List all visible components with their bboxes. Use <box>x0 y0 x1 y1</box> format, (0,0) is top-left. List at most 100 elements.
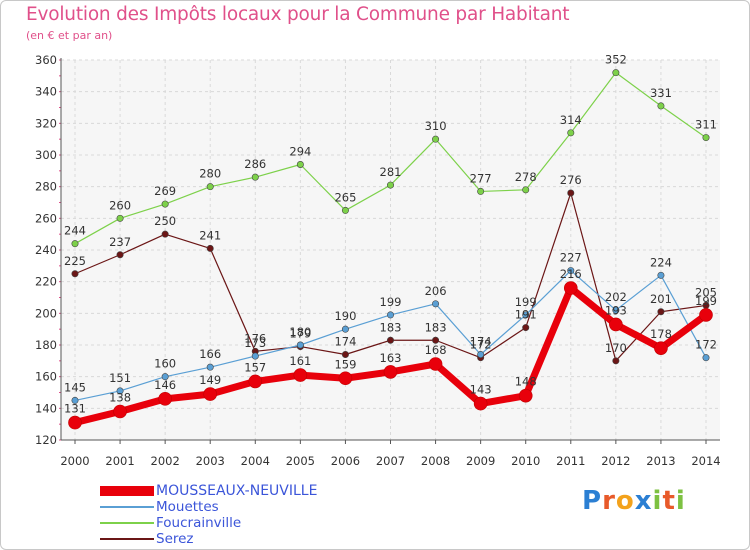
data-point <box>522 324 530 332</box>
data-label: 241 <box>199 228 221 242</box>
legend-swatch-serez <box>100 538 154 540</box>
data-label: 224 <box>650 255 672 269</box>
data-label: 173 <box>244 336 266 350</box>
data-point <box>248 374 263 389</box>
data-label: 280 <box>199 167 221 181</box>
data-point <box>203 387 218 401</box>
data-point <box>341 325 349 333</box>
x-tick-label: 2010 <box>511 454 540 468</box>
data-label: 314 <box>560 113 582 127</box>
data-point <box>432 135 440 143</box>
x-tick-label: 2002 <box>151 454 180 468</box>
y-tick-label: 220 <box>35 275 57 289</box>
y-tick-label: 160 <box>35 370 57 384</box>
data-point <box>612 357 620 365</box>
data-label: 183 <box>380 320 402 334</box>
data-label: 202 <box>605 290 627 304</box>
data-point <box>518 388 533 403</box>
data-point <box>657 102 665 110</box>
data-point <box>116 387 124 395</box>
data-label: 201 <box>650 292 672 306</box>
data-point <box>71 240 79 248</box>
data-label: 216 <box>560 267 582 281</box>
legend-label-mouettes: Mouettes <box>156 499 219 515</box>
legend-swatch-mousseaux <box>100 486 154 496</box>
data-point <box>657 271 665 279</box>
data-point <box>477 350 485 358</box>
data-label: 180 <box>289 325 311 339</box>
data-label: 146 <box>154 378 176 392</box>
x-tick-label: 2011 <box>556 454 585 468</box>
data-label: 179 <box>289 327 311 341</box>
logo-letter: P <box>582 486 603 516</box>
y-tick-label: 340 <box>35 85 57 99</box>
data-point <box>251 173 259 181</box>
data-label: 199 <box>515 295 537 309</box>
data-label: 157 <box>244 360 266 374</box>
data-point <box>161 230 169 238</box>
data-label: 199 <box>380 295 402 309</box>
data-label: 149 <box>199 373 221 387</box>
logo-letter: i <box>652 486 663 516</box>
data-point <box>609 317 623 332</box>
data-point <box>116 214 124 222</box>
x-tick-label: 2009 <box>466 454 495 468</box>
data-label: 286 <box>244 157 266 171</box>
x-tick-label: 2012 <box>601 454 630 468</box>
y-tick-label: 260 <box>35 211 57 225</box>
legend-label-mousseaux: MOUSSEAUX-NEUVILLE <box>156 483 318 499</box>
data-point <box>116 251 124 259</box>
data-point <box>158 392 172 406</box>
data-label: 183 <box>425 320 447 334</box>
data-point <box>432 300 440 308</box>
data-label: 281 <box>380 165 402 179</box>
data-point <box>386 336 394 344</box>
data-label: 172 <box>470 338 492 352</box>
data-label: 160 <box>154 357 176 371</box>
data-point <box>522 186 530 194</box>
data-point <box>71 270 79 278</box>
x-tick-label: 2014 <box>691 454 720 468</box>
data-point <box>567 267 575 275</box>
data-point <box>567 129 575 137</box>
legend-swatch-foucrainville <box>100 522 154 524</box>
data-point <box>113 404 127 419</box>
y-tick-label: 360 <box>35 53 57 67</box>
data-label: 168 <box>425 343 447 357</box>
data-point <box>428 357 443 371</box>
y-tick-label: 120 <box>35 433 57 447</box>
data-label: 159 <box>334 357 356 371</box>
data-point <box>296 341 304 349</box>
data-point <box>699 308 713 322</box>
data-point <box>206 244 214 252</box>
logo-letter: r <box>602 486 616 516</box>
x-tick-label: 2008 <box>421 454 450 468</box>
data-point <box>386 181 394 189</box>
logo-letter: i <box>675 486 686 516</box>
data-point <box>206 363 214 371</box>
data-label: 225 <box>64 254 86 268</box>
legend-swatch-mouettes <box>100 506 154 508</box>
chart-title: Evolution des Impôts locaux pour la Comm… <box>26 4 570 25</box>
x-tick-label: 2003 <box>196 454 225 468</box>
data-point <box>71 396 79 404</box>
data-label: 170 <box>605 341 627 355</box>
data-point <box>251 352 259 360</box>
data-label: 178 <box>650 327 672 341</box>
data-label: 265 <box>334 190 356 204</box>
data-point <box>432 336 440 344</box>
data-point <box>563 281 578 295</box>
data-point <box>386 311 394 319</box>
data-label: 260 <box>109 198 131 212</box>
data-point <box>68 415 82 430</box>
data-label: 237 <box>109 235 131 249</box>
logo-letter: t <box>662 486 676 516</box>
data-point <box>293 368 308 382</box>
data-label: 191 <box>515 308 537 322</box>
data-point <box>341 206 349 214</box>
data-point <box>473 396 488 411</box>
data-point <box>296 161 304 169</box>
data-point <box>522 311 530 319</box>
logo-letter: o <box>615 486 635 516</box>
data-point <box>341 350 349 358</box>
